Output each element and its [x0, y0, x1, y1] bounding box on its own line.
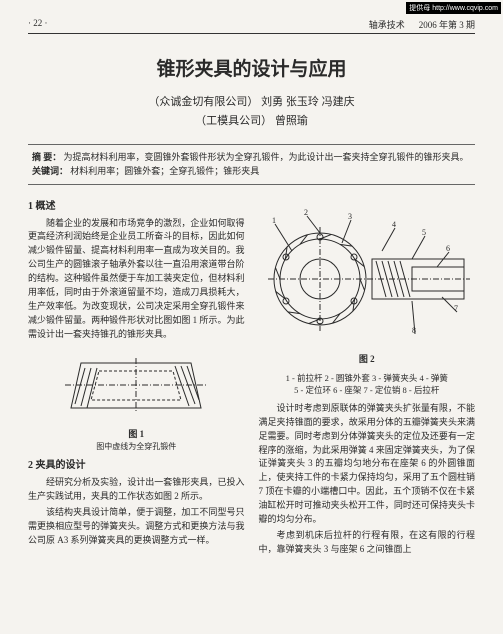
author-line-2: （工模具公司） 曾照瑜 — [28, 112, 475, 128]
section-2-para-2: 该结构夹具设计简单，便于调整，加工不同型号只需更换相应型号的弹簧夹头。调整方式和… — [28, 506, 245, 548]
author-line-1: （众诚金切有限公司） 刘勇 张玉玲 冯建庆 — [28, 93, 475, 109]
svg-text:2: 2 — [304, 208, 308, 217]
right-para-1: 设计时考虑到原联体的弹簧夹头扩张量有限，不能满足夹持锥面的要求，故采用分体的五瓣… — [259, 402, 476, 527]
section-2-para-1: 经研究分析及实验，设计出一套锥形夹具，已投入生产实践试用，夹具的工作状态如图 2… — [28, 476, 245, 504]
two-column-body: 1 概述 随着企业的发展和市场竞争的激烈，企业如何取得更高经济利润始终是企业员工… — [28, 195, 475, 559]
section-1-heading: 1 概述 — [28, 199, 245, 215]
figure-1-subcaption: 图中虚线为全穿孔锻件 — [28, 442, 245, 452]
svg-text:5: 5 — [422, 228, 426, 237]
svg-text:6: 6 — [446, 244, 450, 253]
figure-2: 12345678 图 2 — [259, 201, 476, 367]
figure-2-caption: 图 2 — [259, 353, 476, 367]
left-column: 1 概述 随着企业的发展和市场竞争的激烈，企业如何取得更高经济利润始终是企业员工… — [28, 195, 245, 559]
right-para-2: 考虑到机床后拉杆的行程有限，在这有限的行程中，靠弹簧夹头 3 与座架 6 之间锥… — [259, 529, 476, 557]
page-number: · 22 · — [28, 18, 48, 31]
running-header: · 22 · 轴承技术 2006 年第 3 期 — [28, 18, 475, 34]
article-title: 锥形夹具的设计与应用 — [28, 54, 475, 81]
abstract-text: 为提高材料利用率，变圆锥外套锻件形状为全穿孔锻件，为此设计出一套夹持全穿孔锻件的… — [64, 152, 469, 162]
figure-1: 图 1 图中虚线为全穿孔锻件 — [28, 348, 245, 452]
keywords-text: 材料利用率；圆锥外套；全穿孔锻件；锥形夹具 — [70, 166, 259, 176]
svg-text:4: 4 — [392, 220, 396, 229]
keywords-label: 关键词： — [32, 166, 68, 176]
issue-info: 2006 年第 3 期 — [419, 18, 475, 31]
figure-1-caption: 图 1 — [28, 428, 245, 442]
section-2-heading: 2 夹具的设计 — [28, 458, 245, 474]
figure-1-svg — [51, 348, 221, 426]
section-1-para: 随着企业的发展和市场竞争的激烈，企业如何取得更高经济利润始终是企业员工所奋斗的目… — [28, 217, 245, 342]
svg-text:3: 3 — [348, 212, 352, 221]
figure-2-legend: 1 - 前拉杆 2 - 圆锥外套 3 - 弹簧夹头 4 - 弹簧5 - 定位环 … — [259, 373, 476, 397]
source-url-tag: 提供母 http://www.cqvip.com — [406, 2, 501, 14]
figure-2-svg: 12345678 — [262, 201, 472, 351]
abstract-block: 摘 要： 为提高材料利用率，变圆锥外套锻件形状为全穿孔锻件，为此设计出一套夹持全… — [28, 144, 475, 185]
abstract-label: 摘 要： — [32, 152, 61, 162]
right-column: 12345678 图 2 1 - 前拉杆 2 - 圆锥外套 3 - 弹簧夹头 4… — [259, 195, 476, 559]
svg-text:1: 1 — [272, 216, 276, 225]
journal-name: 轴承技术 — [369, 18, 405, 31]
